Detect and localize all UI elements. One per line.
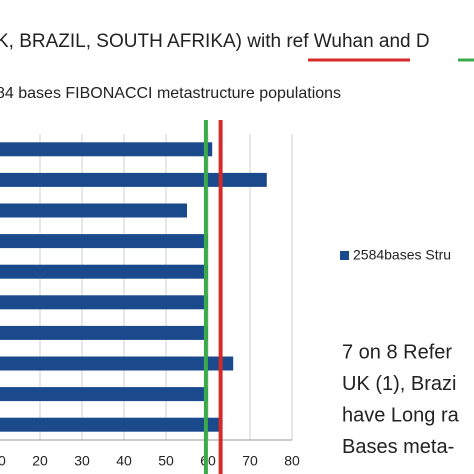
x-tick-label: 30 [74,453,90,469]
x-tick-label: 10 [0,453,6,469]
bar [0,264,208,279]
chart-title: K, BRAZIL, SOUTH AFRIKA) with ref Wuhan … [0,31,430,52]
x-tick-label: 70 [242,453,258,469]
bar [0,417,221,432]
bar [0,387,208,402]
legend-swatch [340,251,349,260]
annotation-text: have Long ra [342,404,460,426]
legend-label: 2584bases Stru [353,247,451,263]
bar [0,295,208,310]
annotation-text: 7 on 8 Refer [342,341,452,363]
annotation-text: Bases meta- [342,436,454,458]
x-tick-label: 40 [116,453,132,469]
x-tick-label: 50 [158,453,174,469]
bar [0,172,267,187]
x-tick-label: 20 [32,453,48,469]
bar [0,142,213,157]
bar [0,203,187,218]
x-tick-label: 60 [200,453,216,469]
bar [0,325,208,340]
x-tick-label: 80 [284,453,300,469]
annotation-text: UK (1), Brazi [342,373,456,395]
bar [0,356,234,371]
chart-subtitle: 84 bases FIBONACCI metastructure populat… [0,85,341,102]
bar [0,234,208,249]
